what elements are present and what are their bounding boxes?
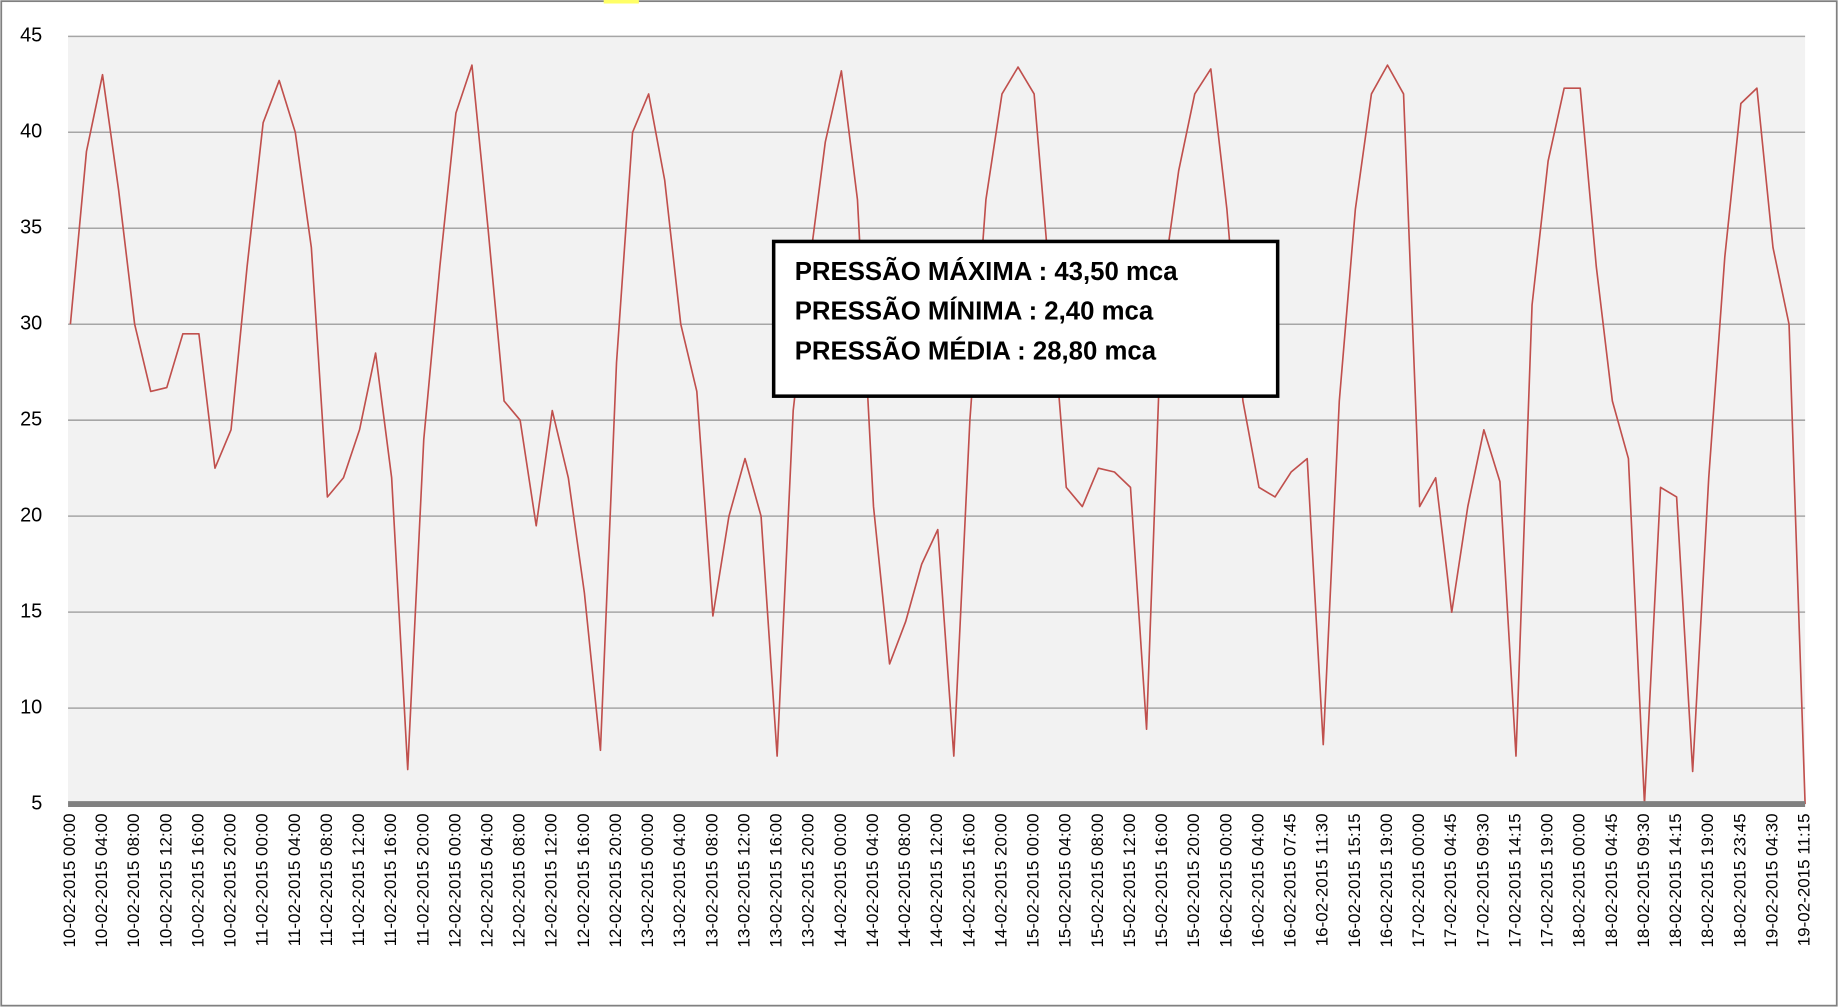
x-tick-label: 14-02-2015 04:00 — [863, 813, 882, 947]
y-tick-label: 5 — [31, 792, 42, 814]
x-tick-label: 17-02-2015 19:00 — [1538, 813, 1557, 947]
y-tick-label: 10 — [20, 696, 42, 718]
x-tick-label: 14-02-2015 16:00 — [959, 813, 978, 947]
x-tick-label: 12-02-2015 16:00 — [574, 813, 593, 947]
x-tick-label: 11-02-2015 20:00 — [413, 813, 432, 946]
x-tick-label: 14-02-2015 00:00 — [831, 813, 850, 947]
x-tick-label: 19-02-2015 11:15 — [1795, 813, 1814, 946]
x-tick-label: 18-02-2015 04:45 — [1602, 813, 1621, 947]
x-tick-label: 16-02-2015 11:30 — [1313, 813, 1332, 946]
x-tick-label: 11-02-2015 04:00 — [285, 813, 304, 946]
x-tick-label: 10-02-2015 12:00 — [156, 813, 175, 947]
x-tick-label: 13-02-2015 04:00 — [670, 813, 689, 947]
x-tick-label: 10-02-2015 00:00 — [60, 813, 79, 947]
annotation-text: PRESSÃO MÁXIMA : 43,50 mca PRESSÃO MÍNIMA… — [795, 256, 1178, 366]
tick-labels: 5 10 15 20 25 30 35 40 45 10-02-2015 00:00 10-02-2… — [20, 25, 1813, 948]
y-tick-label: 30 — [20, 312, 42, 334]
x-tick-label: 18-02-2015 14:15 — [1666, 813, 1685, 947]
y-tick-label: 35 — [20, 217, 42, 239]
x-tick-label: 19-02-2015 04:30 — [1762, 813, 1781, 947]
x-tick-label: 13-02-2015 00:00 — [638, 813, 657, 947]
x-tick-label: 15-02-2015 16:00 — [1152, 813, 1171, 947]
x-tick-label: 13-02-2015 08:00 — [702, 813, 721, 947]
x-tick-label: 16-02-2015 00:00 — [1216, 813, 1235, 947]
x-tick-label: 12-02-2015 04:00 — [478, 813, 497, 947]
x-tick-label: 15-02-2015 04:00 — [1056, 813, 1075, 947]
x-tick-label: 18-02-2015 00:00 — [1570, 813, 1589, 947]
y-tick-label: 15 — [20, 600, 42, 622]
x-tick-label: 15-02-2015 20:00 — [1184, 813, 1203, 947]
y-tick-label: 45 — [20, 25, 42, 47]
x-tick-label: 16-02-2015 04:00 — [1248, 813, 1267, 947]
x-tick-label: 15-02-2015 00:00 — [1024, 813, 1043, 947]
x-tick-label: 13-02-2015 12:00 — [734, 813, 753, 947]
x-tick-label: 10-02-2015 20:00 — [221, 813, 240, 947]
x-tick-label: 10-02-2015 16:00 — [188, 813, 207, 947]
x-tick-label: 17-02-2015 14:15 — [1505, 813, 1524, 947]
x-tick-label: 18-02-2015 19:00 — [1698, 813, 1717, 947]
y-tick-label: 20 — [20, 504, 42, 526]
x-tick-label: 11-02-2015 00:00 — [253, 813, 272, 946]
annotation-line: PRESSÃO MÁXIMA : 43,50 mca — [795, 256, 1178, 286]
x-tick-label: 10-02-2015 04:00 — [92, 813, 111, 947]
x-tick-label: 13-02-2015 20:00 — [799, 813, 818, 947]
x-tick-label: 11-02-2015 08:00 — [317, 813, 336, 946]
x-tick-label: 13-02-2015 16:00 — [767, 813, 786, 947]
x-tick-label: 12-02-2015 12:00 — [542, 813, 561, 947]
x-tick-label: 15-02-2015 12:00 — [1120, 813, 1139, 947]
highlight-mark — [603, 0, 639, 4]
x-tick-label: 11-02-2015 16:00 — [381, 813, 400, 946]
x-tick-label: 16-02-2015 19:00 — [1377, 813, 1396, 947]
x-tick-label: 14-02-2015 08:00 — [895, 813, 914, 947]
x-tick-label: 12-02-2015 08:00 — [510, 813, 529, 947]
x-tick-label: 16-02-2015 15:15 — [1345, 813, 1364, 947]
annotation-line: PRESSÃO MÍNIMA : 2,40 mca — [795, 296, 1154, 326]
x-tick-label: 12-02-2015 20:00 — [606, 813, 625, 947]
x-tick-label: 18-02-2015 09:30 — [1634, 813, 1653, 947]
x-tick-label: 17-02-2015 09:30 — [1473, 813, 1492, 947]
x-tick-label: 16-02-2015 07:45 — [1281, 813, 1300, 947]
y-tick-label: 25 — [20, 408, 42, 430]
x-tick-label: 17-02-2015 04:45 — [1441, 813, 1460, 947]
x-tick-label: 12-02-2015 00:00 — [445, 813, 464, 947]
x-tick-label: 14-02-2015 20:00 — [991, 813, 1010, 947]
x-tick-label: 10-02-2015 08:00 — [124, 813, 143, 947]
x-tick-label: 14-02-2015 12:00 — [927, 813, 946, 947]
y-tick-label: 40 — [20, 121, 42, 143]
data-line — [69, 64, 1806, 805]
x-tick-label: 17-02-2015 00:00 — [1409, 813, 1428, 947]
annotation-line: PRESSÃO MÉDIA : 28,80 mca — [795, 336, 1157, 366]
x-tick-label: 15-02-2015 08:00 — [1088, 813, 1107, 947]
series-layer — [69, 64, 1806, 805]
annotation-box — [771, 239, 1280, 398]
x-tick-label: 18-02-2015 23:45 — [1730, 813, 1749, 947]
x-tick-label: 11-02-2015 12:00 — [349, 813, 368, 946]
